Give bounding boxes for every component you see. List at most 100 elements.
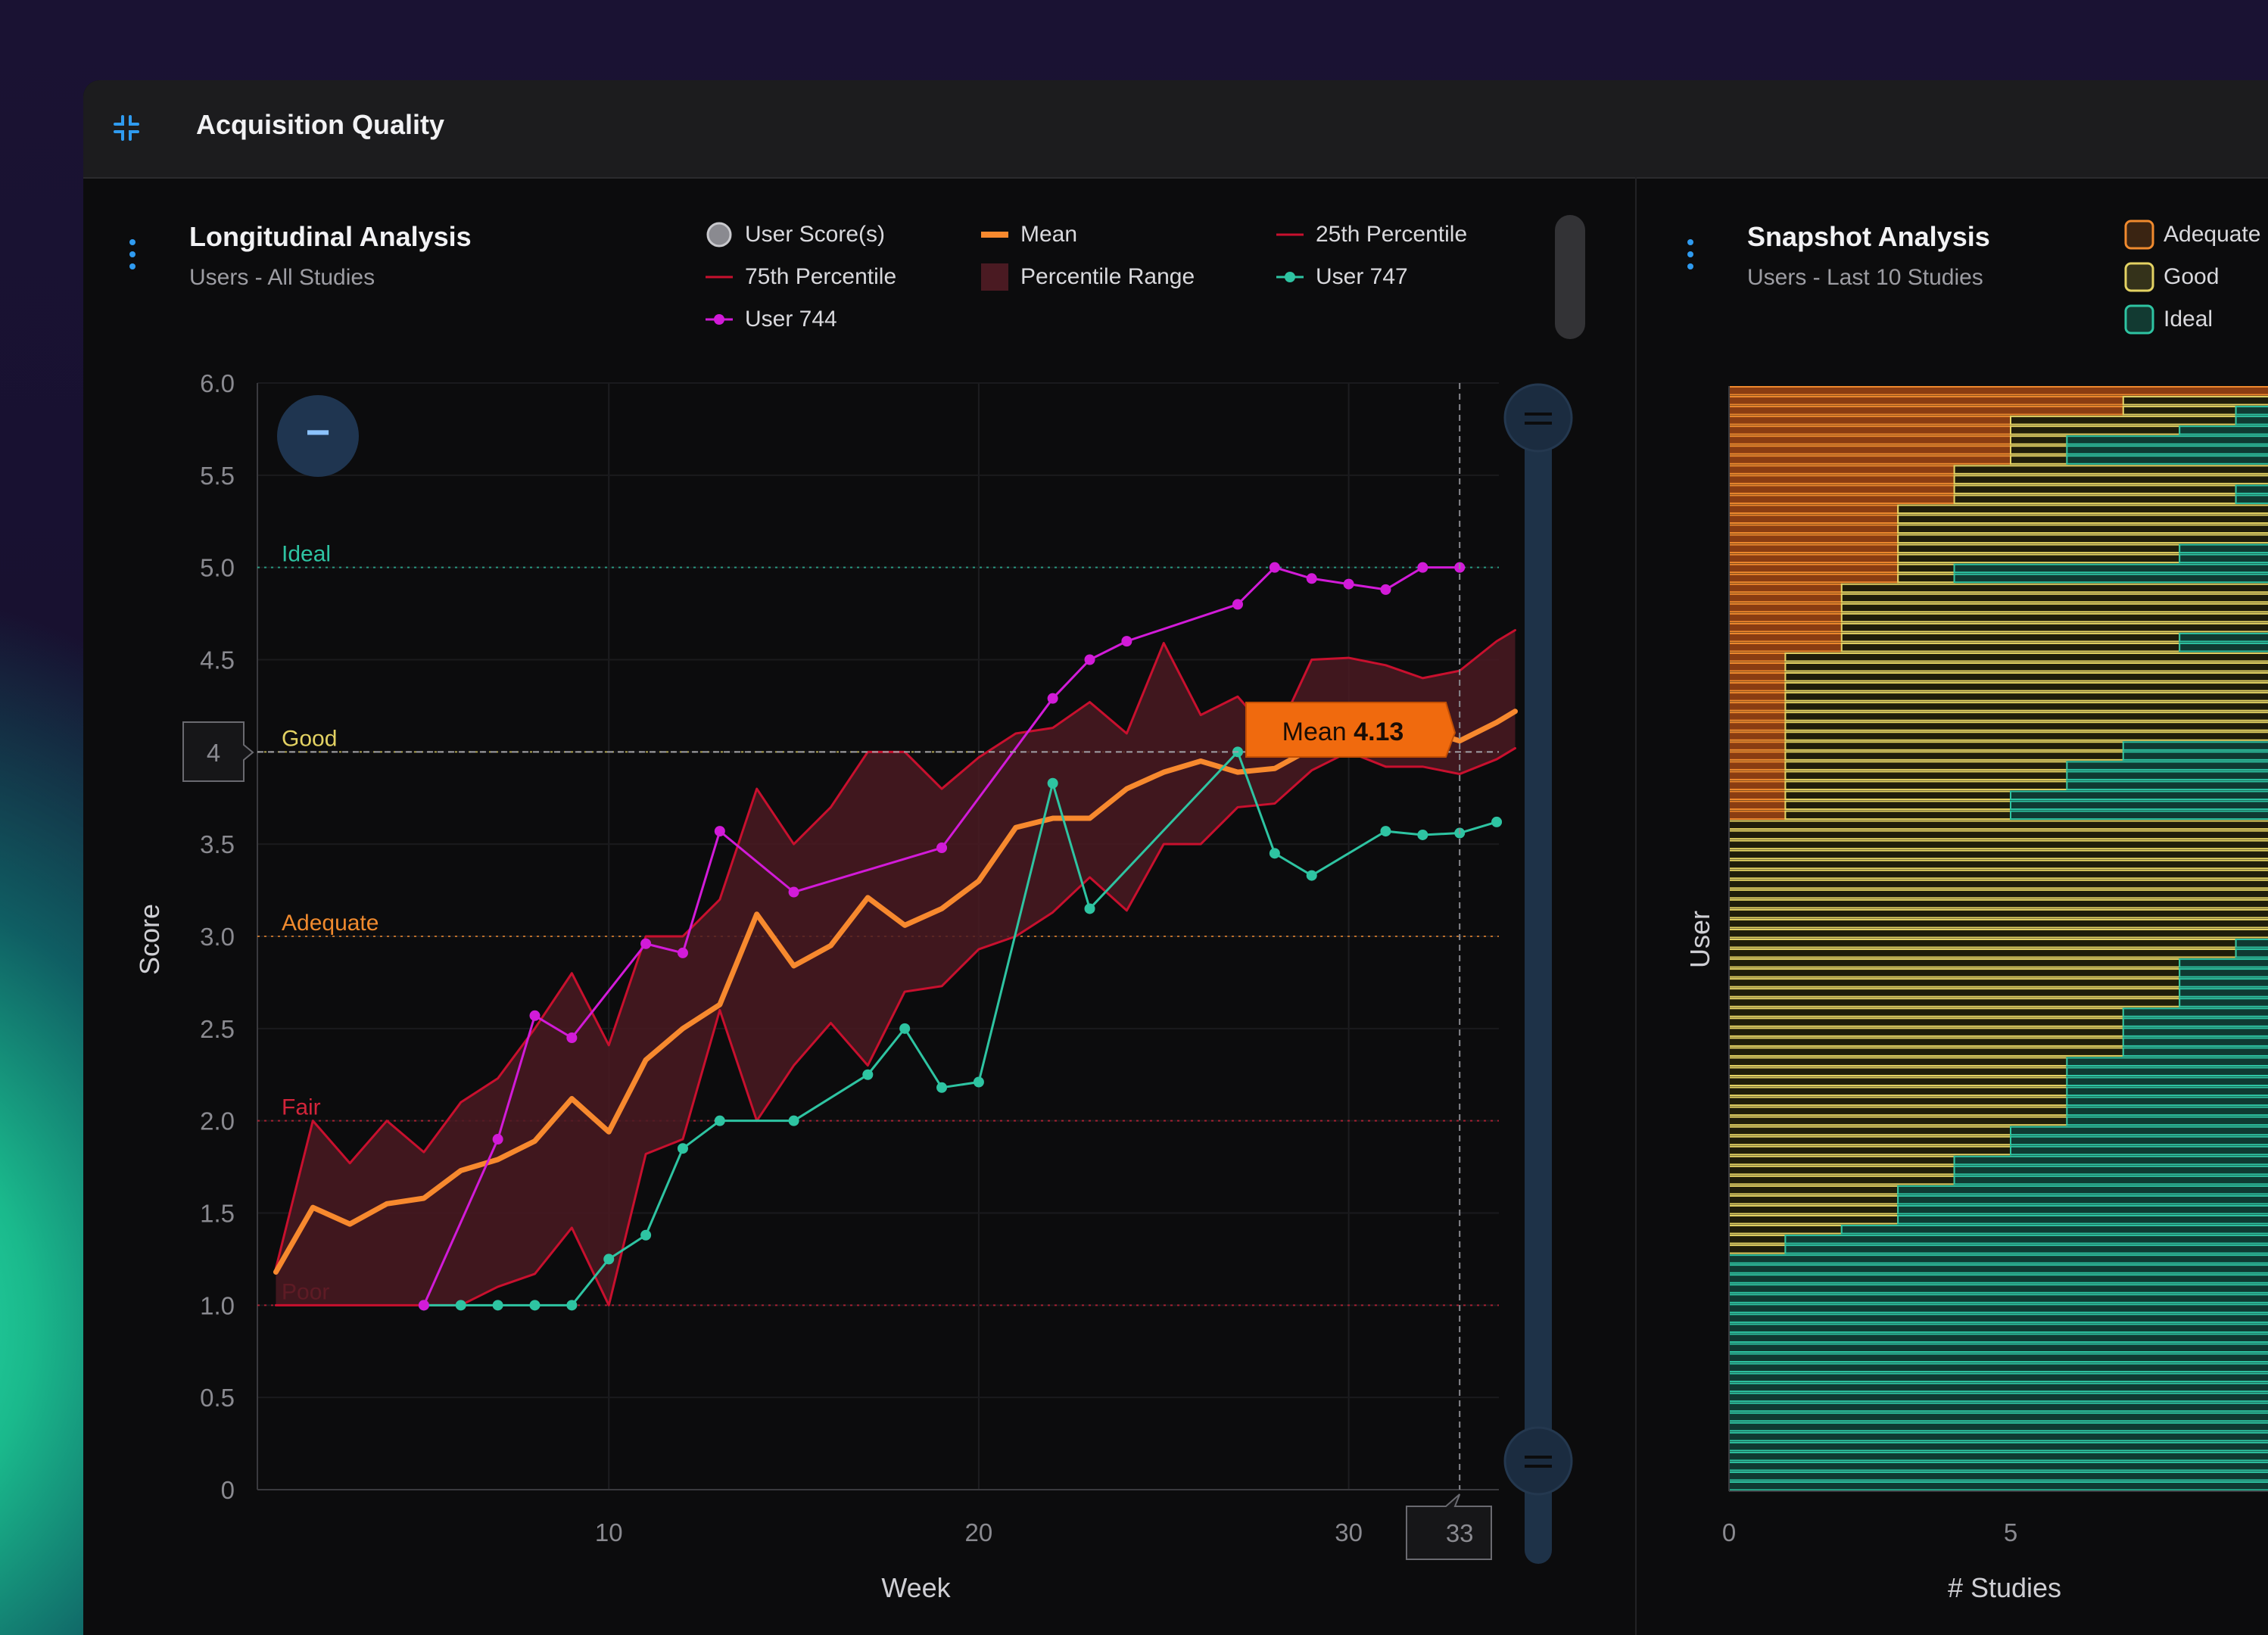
snapshot-menu-icon[interactable] — [1685, 236, 1696, 274]
bar-segment-adequate — [1728, 435, 2011, 445]
bar-segment-adequate — [1728, 514, 1899, 525]
bar-segment-ideal — [2066, 435, 2268, 445]
legend-box-icon — [2124, 220, 2154, 250]
y-tick-label: 0 — [221, 1476, 235, 1504]
slider-handle-top[interactable] — [1503, 383, 1573, 453]
bar-segment-adequate — [1728, 642, 1843, 652]
bar-segment-good — [1728, 1076, 2068, 1087]
zoom-out-button[interactable] — [277, 395, 359, 477]
percentile-range-band — [276, 630, 1516, 1306]
data-point-user-744 — [1121, 636, 1132, 647]
reference-label: Ideal — [282, 542, 331, 567]
collapse-icon[interactable] — [112, 114, 141, 142]
bar-segment-good — [1728, 1175, 1955, 1185]
legend-label: Mean — [1020, 222, 1078, 247]
legend-label: User 747 — [1316, 264, 1408, 289]
bar-segment-good — [1784, 780, 2068, 790]
data-point-user-744 — [936, 842, 948, 854]
bar-segment-good — [1728, 1225, 1843, 1235]
bar-segment-adequate — [1728, 494, 1955, 504]
longitudinal-menu-icon[interactable] — [127, 236, 138, 274]
bar-segment-good — [1728, 1126, 2011, 1136]
bar-segment-ideal — [2179, 553, 2268, 564]
data-point-user-747 — [788, 1115, 799, 1126]
legend-scrollbar[interactable] — [1555, 215, 1585, 339]
bar-segment-good — [1728, 1027, 2124, 1037]
bar-segment-good — [1728, 1215, 1899, 1225]
bar-segment-ideal — [2122, 741, 2268, 751]
bar-segment-ideal — [1728, 1254, 2268, 1264]
y-tick-label: 4.5 — [200, 646, 235, 674]
data-point-user-744 — [788, 886, 799, 898]
bar-segment-ideal — [2235, 484, 2268, 494]
bar-segment-adequate — [1728, 771, 1787, 780]
app-title: Acquisition Quality — [196, 109, 445, 140]
app-window: Acquisition Quality Longitudinal Analysi… — [83, 80, 2268, 1635]
data-point-user-747 — [492, 1300, 503, 1311]
bar-segment-ideal — [2010, 810, 2268, 821]
bar-segment-adequate — [1728, 632, 1843, 643]
data-point-user-744 — [1306, 573, 1317, 584]
bar-segment-adequate — [1728, 692, 1787, 702]
bar-segment-good — [1897, 524, 2268, 534]
bar-segment-good — [1728, 1235, 1787, 1244]
bar-segment-adequate — [1728, 484, 1955, 494]
bar-segment-good — [2122, 406, 2237, 416]
bar-segment-good — [1784, 800, 2011, 811]
bar-segment-ideal — [1897, 1215, 2268, 1225]
bar-segment-adequate — [1728, 534, 1899, 544]
legend-label: Good — [2164, 264, 2220, 289]
data-point-user-747 — [1417, 829, 1428, 840]
legend-box-icon — [981, 263, 1008, 291]
bar-segment-ideal — [2179, 425, 2268, 435]
bar-segment-adequate — [1728, 702, 1787, 712]
bar-segment-ideal — [1728, 1333, 2268, 1343]
title-bar: Acquisition Quality — [83, 80, 2268, 179]
data-point-user-747 — [714, 1115, 725, 1126]
reference-label: Adequate — [282, 911, 379, 936]
bar-segment-ideal — [2010, 790, 2268, 801]
bar-segment-adequate — [1728, 416, 2011, 425]
bar-segment-good — [1840, 612, 2268, 623]
data-point-user-744 — [1417, 562, 1428, 573]
bar-segment-ideal — [2122, 751, 2268, 761]
bar-segment-good — [1728, 958, 2181, 968]
bar-segment-ideal — [2066, 445, 2268, 455]
bar-segment-adequate — [1728, 603, 1843, 613]
y-range-slider-track[interactable] — [1525, 413, 1552, 1564]
legend-label: User Score(s) — [745, 222, 886, 247]
slider-handle-bottom[interactable] — [1503, 1426, 1573, 1496]
bar-segment-adequate — [1728, 810, 1787, 821]
bar-segment-ideal — [2179, 968, 2268, 978]
data-point-user-744 — [1269, 562, 1280, 573]
bar-segment-adequate — [1728, 712, 1787, 721]
legend-dotline-icon — [1276, 272, 1304, 282]
x-tick-label: 20 — [965, 1518, 993, 1546]
data-point-user-747 — [1380, 826, 1391, 837]
bar-segment-good — [1728, 918, 2268, 929]
bar-segment-good — [1784, 810, 2011, 821]
bar-segment-good — [2010, 455, 2068, 465]
bar-segment-good — [1897, 534, 2268, 544]
bar-segment-good — [1728, 908, 2268, 919]
data-point-user-744 — [640, 938, 652, 949]
bar-segment-good — [1784, 741, 2124, 751]
bar-segment-good — [1728, 1057, 2068, 1067]
bar-segment-ideal — [2010, 1135, 2268, 1146]
bar-segment-good — [1728, 1067, 2068, 1076]
bar-segment-good — [1728, 859, 2268, 870]
data-point-user-744 — [418, 1300, 429, 1311]
snapshot-x-tick-label: 0 — [1722, 1518, 1736, 1546]
bar-segment-adequate — [1728, 425, 2011, 435]
panel-divider — [1635, 177, 1637, 1635]
bar-segment-ideal — [2179, 988, 2268, 998]
bar-segment-adequate — [1728, 396, 2124, 406]
data-point-user-744 — [714, 826, 725, 837]
data-point-user-747 — [973, 1076, 984, 1088]
snapshot-subtitle: Users - Last 10 Studies — [1747, 265, 1983, 290]
bar-segment-adequate — [1728, 662, 1787, 672]
bar-segment-adequate — [1728, 761, 1787, 771]
bar-segment-ideal — [2179, 642, 2268, 652]
bar-segment-ideal — [1784, 1235, 2268, 1244]
bar-segment-ideal — [1728, 1402, 2268, 1412]
